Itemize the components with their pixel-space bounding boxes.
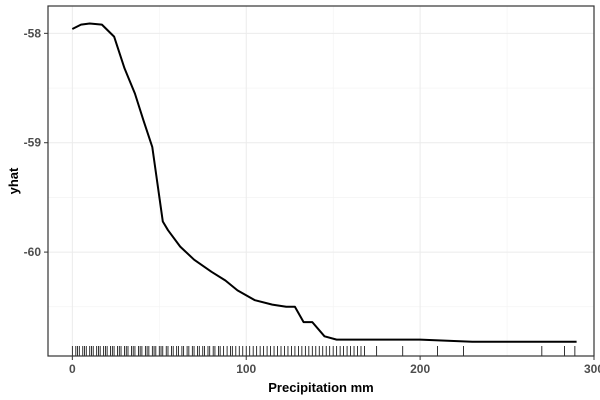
x-tick-label: 200: [410, 362, 430, 376]
series-line: [71, 22, 577, 343]
plot-panel: [48, 6, 594, 356]
y-tick-label: -59: [24, 136, 42, 150]
y-tick-label: -60: [24, 245, 42, 259]
x-axis-title: Precipitation mm: [268, 380, 373, 395]
y-axis-ticks: -58 -59 -60: [24, 26, 48, 259]
panel-border: [47, 5, 595, 357]
x-tick-label: 100: [236, 362, 256, 376]
minor-gridlines: [48, 6, 594, 356]
y-axis-title: yhat: [6, 167, 21, 194]
rug-marks: [71, 346, 576, 356]
x-axis-ticks: 0 100 200 300: [69, 356, 600, 376]
y-tick-label: -58: [24, 26, 42, 40]
x-tick-label: 300: [584, 362, 600, 376]
x-tick-label: 0: [69, 362, 76, 376]
